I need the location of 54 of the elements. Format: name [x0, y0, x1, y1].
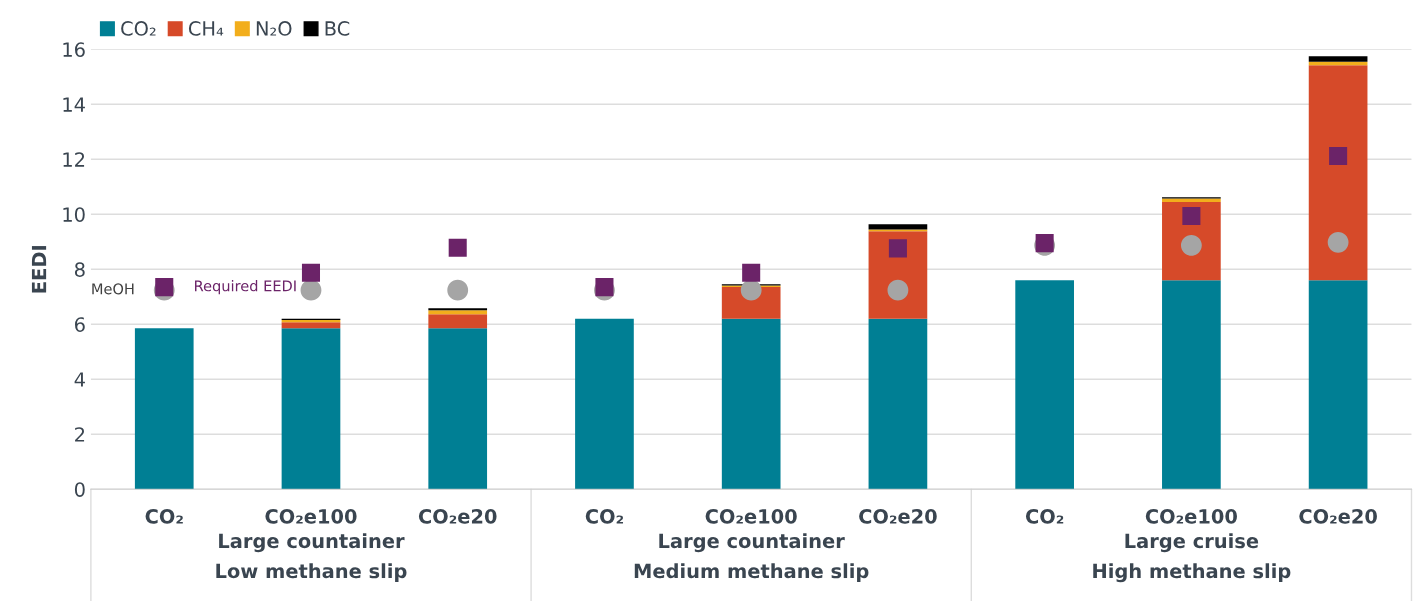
series-label: MeOH: [92, 283, 134, 295]
x-tick-label: CO₂: [585, 509, 624, 524]
x-tick-label: CO₂: [1025, 509, 1064, 524]
bar: [428, 310, 488, 315]
legend-label: BC: [325, 21, 350, 36]
bar: [281, 328, 341, 490]
bar: [721, 318, 781, 490]
y-tick-label: 10: [63, 207, 85, 222]
y-tick-label: 16: [63, 42, 85, 57]
point: [447, 279, 469, 301]
point: [887, 279, 909, 301]
legend-label: N₂O: [256, 21, 292, 36]
x-tick-label: CO₂e100: [705, 509, 797, 524]
point: [740, 279, 762, 301]
series-label: Required EEDI: [195, 280, 296, 295]
point: [301, 263, 321, 282]
bar: [1015, 280, 1074, 490]
text: Large countainer Medium methane slip: [634, 533, 869, 583]
bar: [868, 318, 928, 490]
legend-label: CO₂: [121, 21, 156, 36]
point: [888, 239, 907, 258]
bar: [134, 328, 194, 490]
text: Large cruise High methane slip: [1093, 533, 1291, 583]
bar: [575, 318, 634, 490]
text: Large countainer Low methane slip: [216, 533, 407, 583]
bar: [281, 322, 341, 329]
x-tick-label: CO₂e100: [1145, 509, 1237, 524]
x-tick-label: CO₂e20: [1299, 509, 1377, 524]
y-tick-label: 12: [63, 152, 85, 167]
x-tick-label: CO₂: [145, 509, 183, 524]
x-tick-label: CO₂e20: [418, 509, 497, 524]
bar: [428, 314, 488, 329]
bar: [1308, 56, 1368, 62]
bar: [868, 224, 928, 230]
point: [448, 238, 467, 257]
point: [300, 279, 322, 301]
y-tick-label: 4: [74, 372, 85, 387]
point: [742, 263, 761, 282]
y-tick-label: 6: [75, 317, 85, 332]
bar: [1308, 65, 1368, 281]
x-tick-label: CO₂e20: [859, 509, 937, 524]
y-tick-label: 2: [75, 427, 85, 442]
legend-label: CH₄: [188, 21, 224, 36]
point: [1329, 146, 1348, 165]
bar: [428, 328, 488, 490]
point: [1327, 231, 1349, 253]
bar: [1308, 280, 1368, 490]
bar: [1162, 280, 1221, 490]
y-tick-label: 14: [63, 97, 85, 112]
y-axis-title: EEDI: [31, 246, 47, 293]
y-tick-label: 0: [74, 482, 85, 497]
point: [1182, 206, 1201, 225]
x-tick-label: CO₂e100: [265, 509, 357, 524]
y-tick-label: 8: [74, 262, 85, 277]
